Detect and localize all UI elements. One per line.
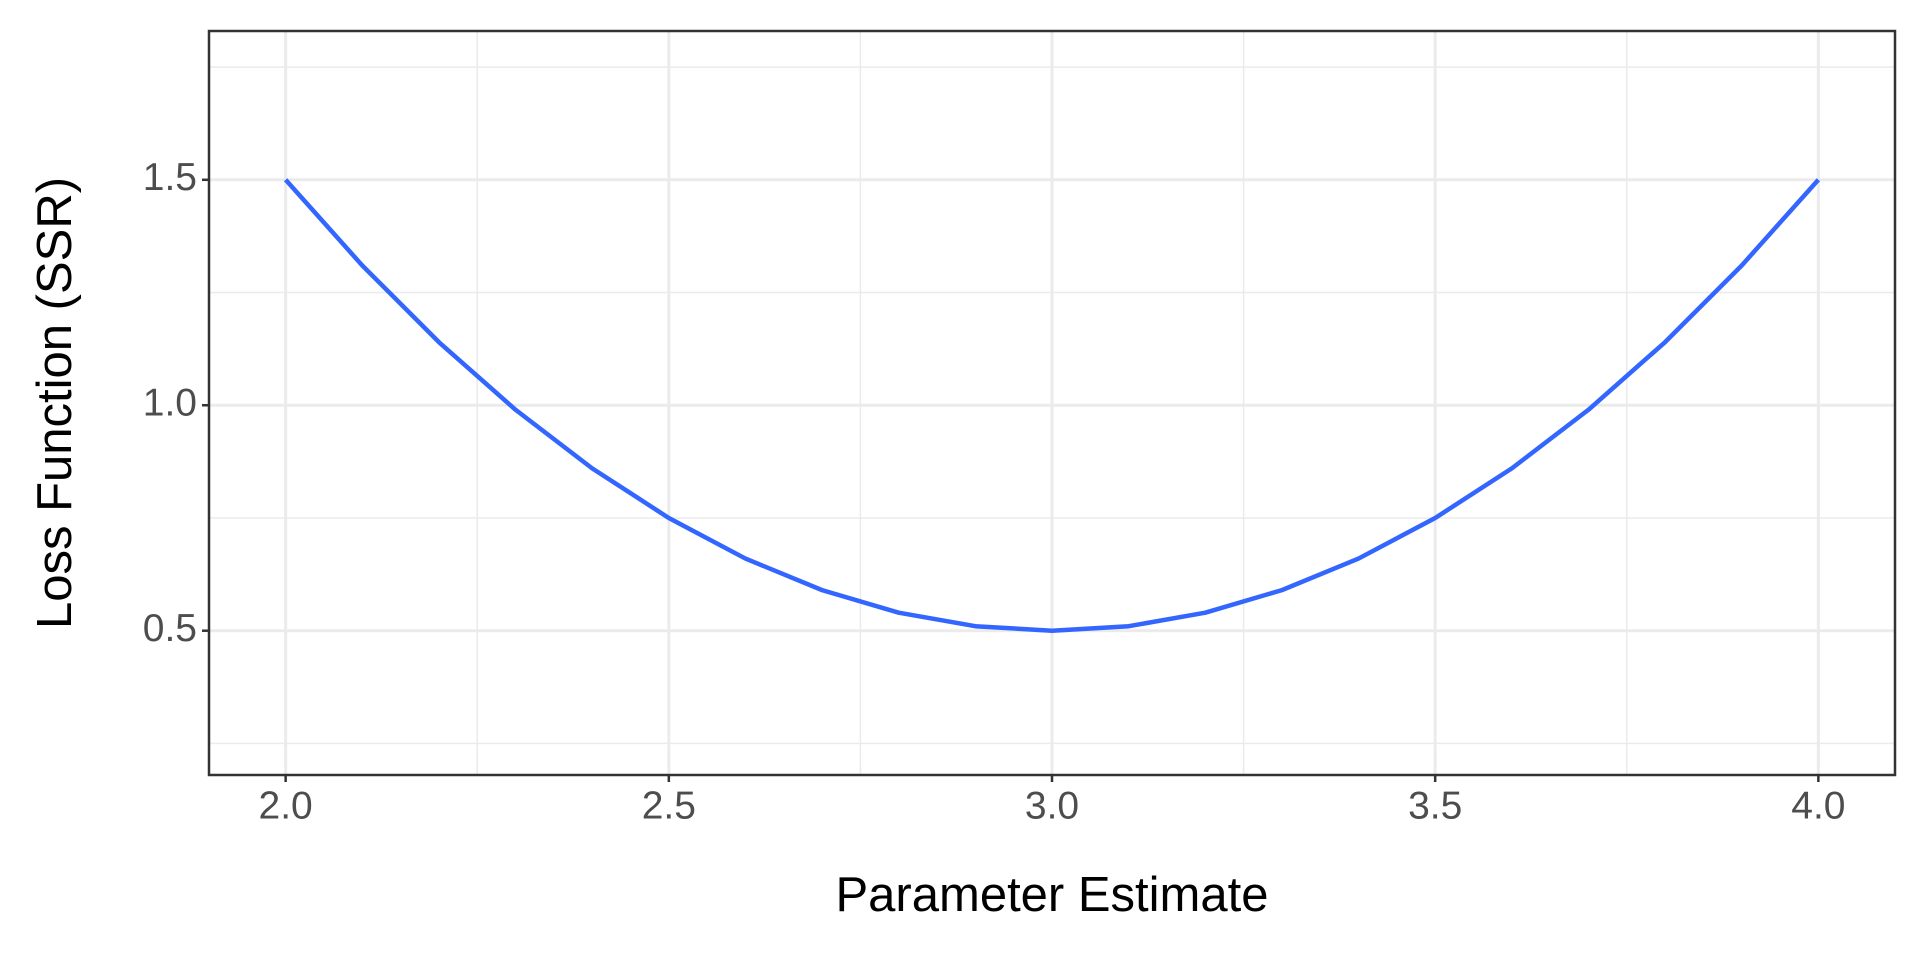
x-axis-title: Parameter Estimate [836,868,1269,922]
x-tick-label: 2.5 [642,784,696,827]
x-tick-label: 4.0 [1791,784,1845,827]
marks [283,178,1821,633]
y-axis-title: Loss Function (SSR) [28,177,82,629]
x-tick-label: 3.0 [1025,784,1079,827]
y-tick-label: 0.5 [143,607,197,650]
x-tick-label: 3.5 [1408,784,1462,827]
y-tick-label: 1.5 [143,156,197,199]
x-tick-label: 2.0 [259,784,313,827]
data-line [283,178,1821,633]
y-tick-label: 1.0 [143,382,197,425]
